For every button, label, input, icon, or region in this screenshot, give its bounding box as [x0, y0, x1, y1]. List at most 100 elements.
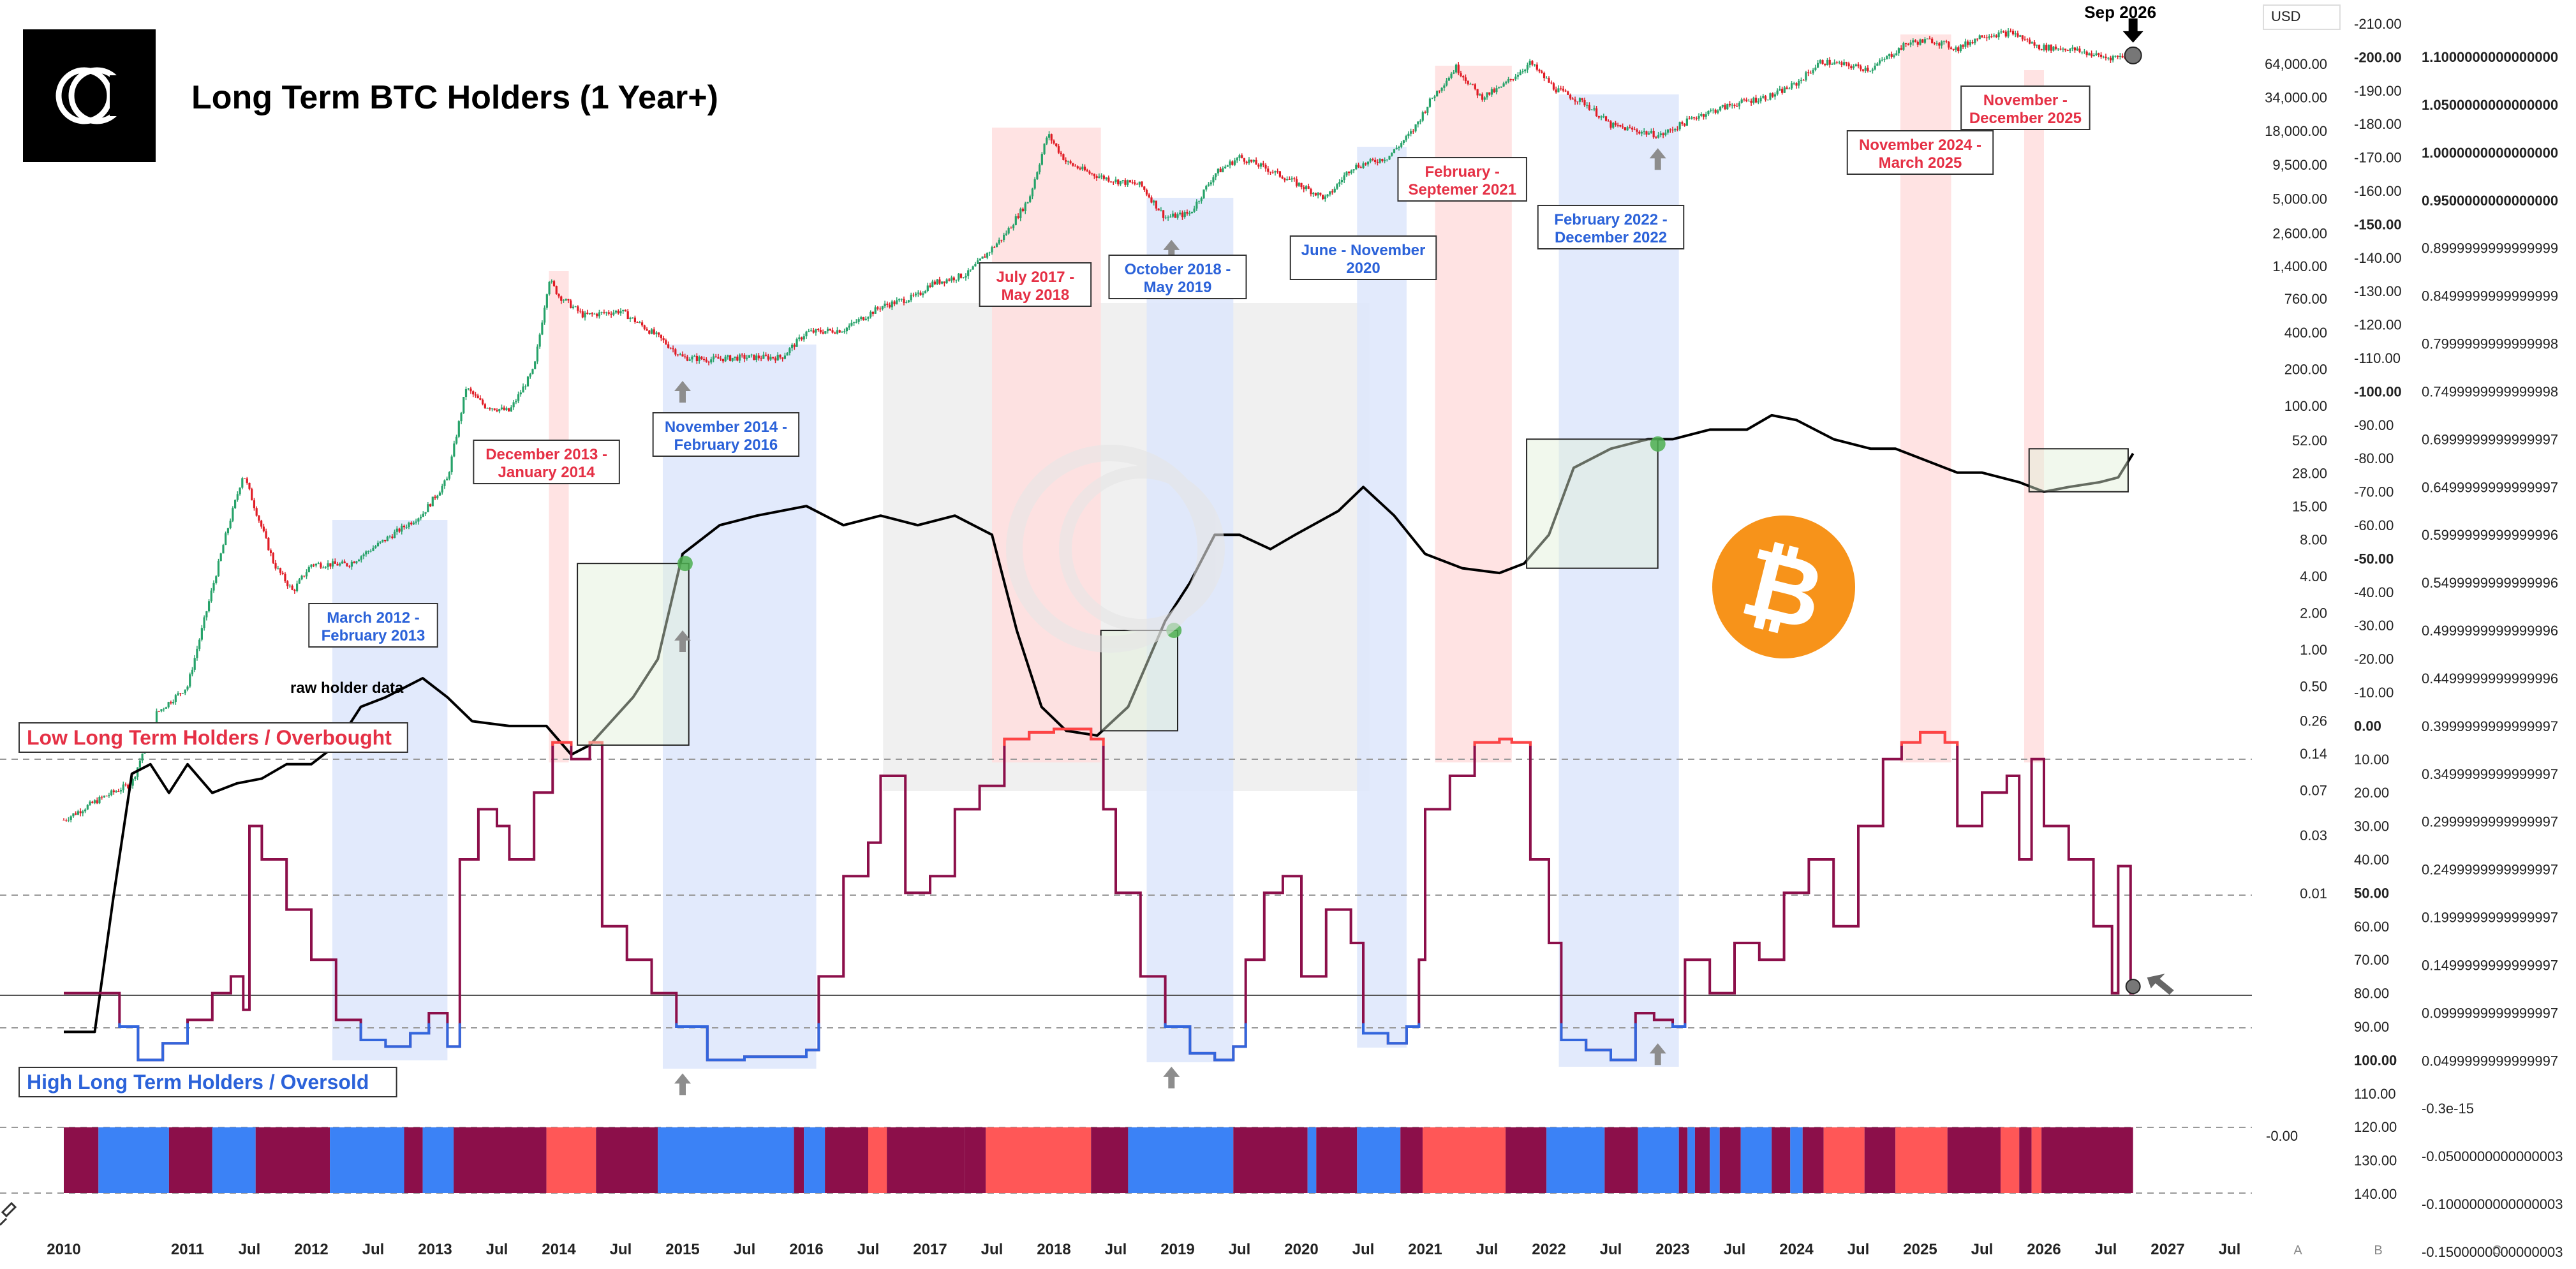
price-candle: [1350, 170, 1352, 174]
price-candle: [1847, 63, 1850, 66]
price-candle: [189, 674, 191, 687]
price-candle: [281, 572, 284, 574]
buy-zone-label-box: [308, 603, 438, 648]
price-candle: [1612, 122, 1615, 128]
price-candle: [272, 553, 274, 563]
price-candle: [348, 566, 351, 567]
holder-tick-label: 0.0499999999999997: [2422, 1053, 2558, 1069]
price-candle: [853, 322, 855, 323]
price-candle: [1324, 196, 1326, 200]
strip-segment: [1316, 1127, 1358, 1193]
price-candle: [757, 355, 760, 359]
price-candle: [2117, 56, 2119, 57]
price-candle: [544, 308, 546, 323]
price-candle: [391, 536, 394, 538]
price-candle: [536, 346, 539, 362]
price-candle: [1407, 133, 1410, 137]
price-candle: [919, 292, 922, 295]
price-candle: [1374, 160, 1377, 163]
price-candle: [131, 778, 134, 786]
price-candle: [1988, 36, 1990, 38]
osc-tick-label: 110.00: [2354, 1086, 2396, 1102]
price-candle: [119, 790, 122, 792]
price-candle: [1431, 98, 1433, 99]
price-candle: [567, 299, 570, 301]
price-candle: [1153, 200, 1155, 203]
price-candle: [2024, 39, 2026, 40]
price-candle: [1329, 191, 1331, 195]
price-candle: [1890, 54, 1893, 57]
strip-segment: [255, 1127, 330, 1193]
price-candle: [1483, 97, 1486, 100]
price-candle: [838, 330, 841, 333]
strip-segment: [168, 1127, 212, 1193]
price-candle: [1333, 188, 1336, 193]
price-candle: [603, 312, 605, 313]
price-candle: [1624, 127, 1626, 131]
price-candle: [2000, 31, 2002, 33]
price-candle: [1143, 186, 1146, 190]
price-candle: [1883, 59, 1886, 60]
price-tick-label: 0.07: [2300, 783, 2327, 799]
price-candle: [995, 243, 998, 248]
price-candle: [662, 338, 665, 341]
buy-zone: [1558, 94, 1679, 1067]
price-candle: [1674, 129, 1677, 131]
price-candle: [1583, 100, 1586, 106]
price-candle: [1705, 114, 1707, 117]
price-candle: [1695, 118, 1698, 119]
price-candle: [1876, 63, 1879, 66]
buy-zone-label: 2020: [1346, 260, 1380, 277]
price-candle: [2105, 56, 2107, 59]
price-candle: [1083, 167, 1086, 170]
price-candle: [1798, 80, 1800, 86]
oversold-label: High Long Term Holders / Oversold: [27, 1071, 369, 1094]
price-candle: [1826, 59, 1829, 66]
price-candle: [2033, 42, 2036, 46]
price-candle: [762, 354, 765, 359]
price-candle: [84, 809, 87, 812]
price-candle: [1195, 202, 1198, 209]
price-candle: [793, 345, 796, 347]
price-candle: [215, 576, 218, 583]
price-candle: [1476, 89, 1479, 96]
x-tick-label: 2024: [1779, 1241, 1814, 1258]
price-candle: [1721, 105, 1724, 107]
price-candle: [1617, 124, 1619, 126]
price-candle: [1410, 131, 1412, 134]
sell-zone-label: January 2014: [498, 464, 596, 481]
price-candle: [1317, 193, 1319, 196]
holder-tick-label: -0.1000000000000003: [2422, 1196, 2563, 1212]
price-candle: [1366, 161, 1370, 165]
holder-tick-label: 0.1499999999999997: [2422, 957, 2558, 973]
price-candle: [1447, 77, 1450, 81]
price-candle: [884, 304, 886, 306]
price-candle: [1507, 79, 1510, 82]
price-candle: [1567, 91, 1569, 95]
price-candle: [1393, 149, 1396, 153]
price-candle: [764, 354, 767, 356]
price-candle: [1215, 173, 1217, 177]
price-tick-label: 0.03: [2300, 827, 2327, 843]
price-candle: [1124, 180, 1127, 185]
price-candle: [284, 574, 286, 582]
price-candle: [2055, 47, 2057, 49]
price-candle: [2073, 47, 2076, 50]
price-candle: [950, 277, 953, 281]
holder-tick-label: 1.0500000000000000: [2422, 97, 2558, 113]
sell-zone: [549, 271, 569, 762]
price-candle: [1581, 98, 1583, 100]
holder-tick-label: 0.6499999999999997: [2422, 479, 2558, 495]
price-candle: [941, 281, 944, 284]
price-candle: [1781, 89, 1784, 93]
signal-strip: [64, 1127, 2133, 1193]
price-candle: [736, 356, 739, 361]
price-candle: [2064, 48, 2067, 50]
price-candle: [993, 247, 996, 248]
price-candle: [498, 409, 501, 412]
price-candle: [1029, 196, 1032, 202]
price-candle: [1388, 156, 1391, 160]
price-candle: [1402, 140, 1405, 144]
price-candle: [1171, 213, 1174, 217]
